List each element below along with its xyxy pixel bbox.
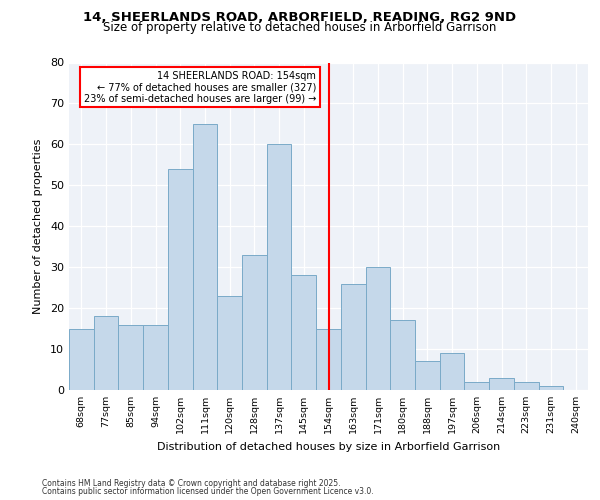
Bar: [143, 324, 168, 390]
Bar: [514, 382, 539, 390]
Bar: [489, 378, 514, 390]
Bar: [365, 267, 390, 390]
Bar: [341, 284, 365, 390]
Bar: [539, 386, 563, 390]
Bar: [217, 296, 242, 390]
Text: 14, SHEERLANDS ROAD, ARBORFIELD, READING, RG2 9ND: 14, SHEERLANDS ROAD, ARBORFIELD, READING…: [83, 11, 517, 24]
Y-axis label: Number of detached properties: Number of detached properties: [33, 138, 43, 314]
Text: Contains public sector information licensed under the Open Government Licence v3: Contains public sector information licen…: [42, 488, 374, 496]
Bar: [390, 320, 415, 390]
Bar: [94, 316, 118, 390]
Bar: [193, 124, 217, 390]
Bar: [118, 324, 143, 390]
Bar: [464, 382, 489, 390]
Bar: [316, 328, 341, 390]
Bar: [242, 255, 267, 390]
X-axis label: Distribution of detached houses by size in Arborfield Garrison: Distribution of detached houses by size …: [157, 442, 500, 452]
Text: Size of property relative to detached houses in Arborfield Garrison: Size of property relative to detached ho…: [103, 22, 497, 35]
Bar: [440, 353, 464, 390]
Bar: [415, 362, 440, 390]
Text: 14 SHEERLANDS ROAD: 154sqm
← 77% of detached houses are smaller (327)
23% of sem: 14 SHEERLANDS ROAD: 154sqm ← 77% of deta…: [84, 70, 316, 104]
Bar: [292, 276, 316, 390]
Text: Contains HM Land Registry data © Crown copyright and database right 2025.: Contains HM Land Registry data © Crown c…: [42, 479, 341, 488]
Bar: [69, 328, 94, 390]
Bar: [168, 169, 193, 390]
Bar: [267, 144, 292, 390]
